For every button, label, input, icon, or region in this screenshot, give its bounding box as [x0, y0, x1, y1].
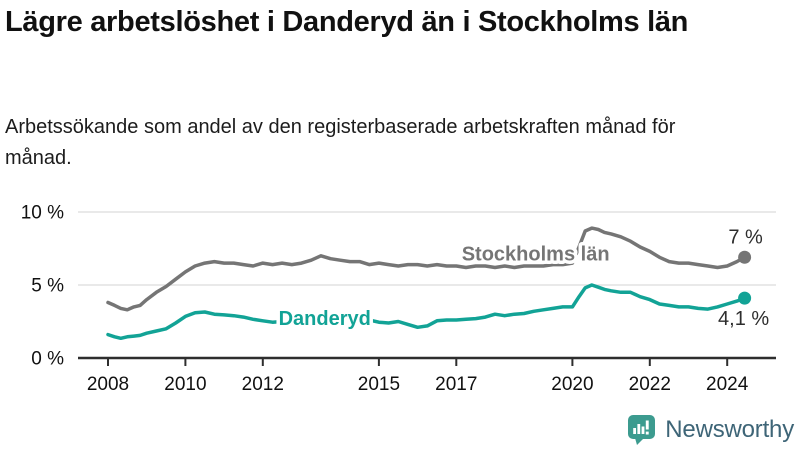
- x-tick-label-2008: 2008: [87, 374, 129, 395]
- x-tick-label-2012: 2012: [242, 374, 284, 395]
- line-chart: 2008 2010 2012 2015 2017 2020 2022 2024 0 % 5 % 10…: [0, 192, 800, 407]
- series-label-danderyd: Danderyd: [279, 308, 371, 330]
- series-label-stockholms-lan: Stockholms län: [462, 244, 610, 266]
- newsworthy-logo-icon: [628, 415, 656, 445]
- series-line-danderyd: [106, 283, 747, 341]
- x-tick-label-2015: 2015: [358, 374, 400, 395]
- page-title: Lägre arbetslöshet i Danderyd än i Stock…: [5, 6, 689, 38]
- x-tick-label-2020: 2020: [551, 374, 593, 395]
- end-value-label-stockholms-lan: 7 %: [728, 226, 763, 248]
- chart-subtitle: Arbetssökande som andel av den registerb…: [5, 116, 676, 169]
- brand-wordmark: Newsworthy: [665, 415, 794, 443]
- end-dot-danderyd: [738, 291, 752, 305]
- y-tick-label-0: 0 %: [31, 349, 64, 370]
- chart-canvas: 2008 2010 2012 2015 2017 2020 2022 2024 0 % 5 % 10…: [21, 203, 776, 395]
- x-tick-label-2024: 2024: [706, 374, 749, 395]
- x-tick-label-2022: 2022: [629, 374, 671, 395]
- end-dot-stockholms-lan: [738, 250, 752, 264]
- end-value-label-danderyd: 4,1 %: [718, 308, 769, 330]
- y-tick-label-5: 5 %: [31, 276, 64, 297]
- series-line-stockholms-lan: [106, 226, 747, 312]
- bar-chart-glyph: [633, 420, 649, 435]
- brand-footer: Newsworthy: [626, 413, 794, 446]
- x-tick-label-2017: 2017: [435, 374, 477, 395]
- y-tick-label-10: 10 %: [21, 203, 64, 224]
- x-tick-label-2010: 2010: [164, 374, 206, 395]
